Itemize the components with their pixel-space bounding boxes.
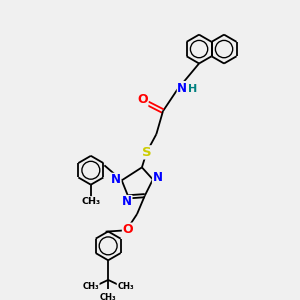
Text: O: O [122, 223, 133, 236]
Text: CH₃: CH₃ [117, 282, 134, 291]
Text: CH₃: CH₃ [82, 282, 99, 291]
Text: O: O [137, 93, 148, 106]
Text: CH₃: CH₃ [81, 196, 101, 206]
Text: N: N [111, 173, 121, 186]
Text: CH₃: CH₃ [100, 293, 116, 300]
Text: N: N [122, 196, 132, 208]
Text: N: N [177, 82, 187, 94]
Text: S: S [142, 146, 151, 159]
Text: N: N [152, 171, 163, 184]
Text: H: H [188, 84, 197, 94]
